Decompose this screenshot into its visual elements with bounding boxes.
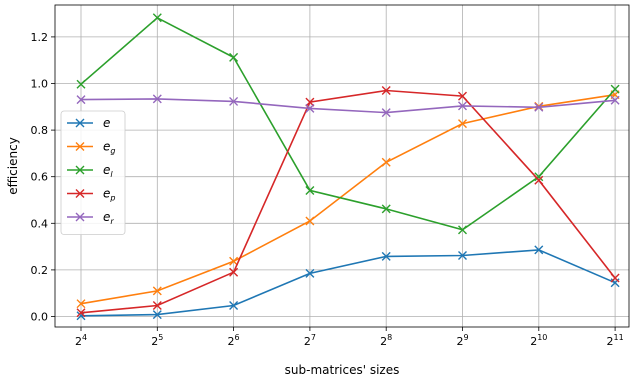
series-e-p-point [152, 301, 162, 311]
legend-marker [75, 142, 85, 151]
series-e-l-point [152, 13, 162, 23]
legend-box [60, 110, 126, 235]
y-tick-label: 0.8 [31, 124, 49, 137]
series-e-l-point [534, 172, 544, 182]
legend-entry-e-l: el [67, 163, 113, 179]
series-e-point [229, 301, 239, 311]
plot-area-frame [54, 4, 630, 328]
legend-entry-e-g: eg [67, 140, 115, 156]
series-e-g-line [80, 93, 616, 305]
series-e-g-point [305, 216, 315, 226]
y-tick-label: 0.4 [31, 217, 49, 230]
series-e-point [152, 310, 162, 320]
series-e-l-point [305, 185, 315, 195]
series-e-p-point [76, 308, 86, 318]
series-e-r [76, 94, 620, 118]
legend-label: ep [103, 187, 115, 203]
series-e-p-point [610, 273, 620, 283]
legend-label: er [103, 210, 114, 226]
legend-marker [75, 212, 85, 222]
legend-entry-e-r: er [67, 210, 114, 226]
series-e-p-line [80, 89, 616, 314]
series-layer [76, 13, 620, 321]
legend: e eg el ep er [60, 110, 126, 235]
series-e-l-point [381, 204, 391, 214]
series-e-g-point [458, 119, 467, 129]
legend-label: el [103, 163, 113, 179]
series-e-r-point [610, 95, 620, 105]
series-e-g [76, 90, 620, 309]
x-tick-label: 27 [304, 333, 316, 348]
series-e-p-point [381, 85, 391, 95]
x-tick-label: 24 [75, 333, 87, 348]
x-tick-label: 211 [607, 333, 624, 348]
series-e-r-point [305, 103, 315, 113]
y-tick-label: 0.0 [31, 311, 49, 324]
series-e-g-point [152, 286, 162, 296]
x-tick-label: 26 [228, 333, 240, 348]
legend-label: eg [103, 140, 115, 156]
y-tick-label: 1.0 [31, 78, 49, 91]
legend-marker [75, 165, 85, 175]
series-e [76, 245, 620, 321]
legend-marker [75, 189, 85, 198]
series-e-line [80, 249, 616, 317]
legend-label: e [103, 116, 110, 130]
series-e-r-line [80, 98, 616, 114]
series-e-g-point [381, 157, 391, 167]
y-tick-label: 0.2 [31, 264, 49, 277]
series-e-r-point [229, 96, 239, 106]
series-e-r-point [381, 108, 391, 118]
x-tick-label: 25 [151, 333, 163, 348]
legend-marker [75, 118, 85, 128]
series-e-l-point [610, 84, 620, 94]
series-e-point [305, 268, 315, 278]
series-e-l-point [458, 225, 467, 235]
legend-entry-e: e [67, 116, 110, 130]
series-e-r-point [152, 94, 162, 104]
series-e-g-point [76, 299, 86, 309]
series-e-l-point [229, 52, 239, 62]
series-e-point [381, 251, 391, 261]
series-e-p-point [458, 91, 467, 101]
series-e-l-line [80, 16, 616, 231]
series-e-r-point [534, 102, 544, 112]
x-tick-label: 28 [380, 333, 392, 348]
series-e-g-point [229, 256, 239, 266]
series-e-l [76, 13, 620, 235]
series-e-r-point [458, 101, 467, 111]
series-e-p-point [534, 175, 544, 185]
y-tick-label: 0.6 [31, 171, 49, 184]
series-e-point [534, 245, 544, 255]
legend-entry-e-p: ep [67, 187, 115, 203]
x-tick-label: 210 [530, 333, 547, 348]
x-tick-label: 29 [456, 333, 468, 348]
series-e-r-point [76, 95, 86, 105]
series-e-l-point [76, 79, 86, 89]
x-axis-label: sub-matrices' sizes [285, 363, 400, 377]
series-e-point [458, 250, 467, 260]
ticks: 24 25 26 27 28 29 210 211 0.0 0.2 0.4 0.6 0.8 1.0 1.2 [31, 31, 624, 348]
y-axis-label: efficiency [6, 137, 20, 195]
series-e-p-point [229, 267, 239, 277]
y-tick-label: 1.2 [31, 31, 49, 44]
